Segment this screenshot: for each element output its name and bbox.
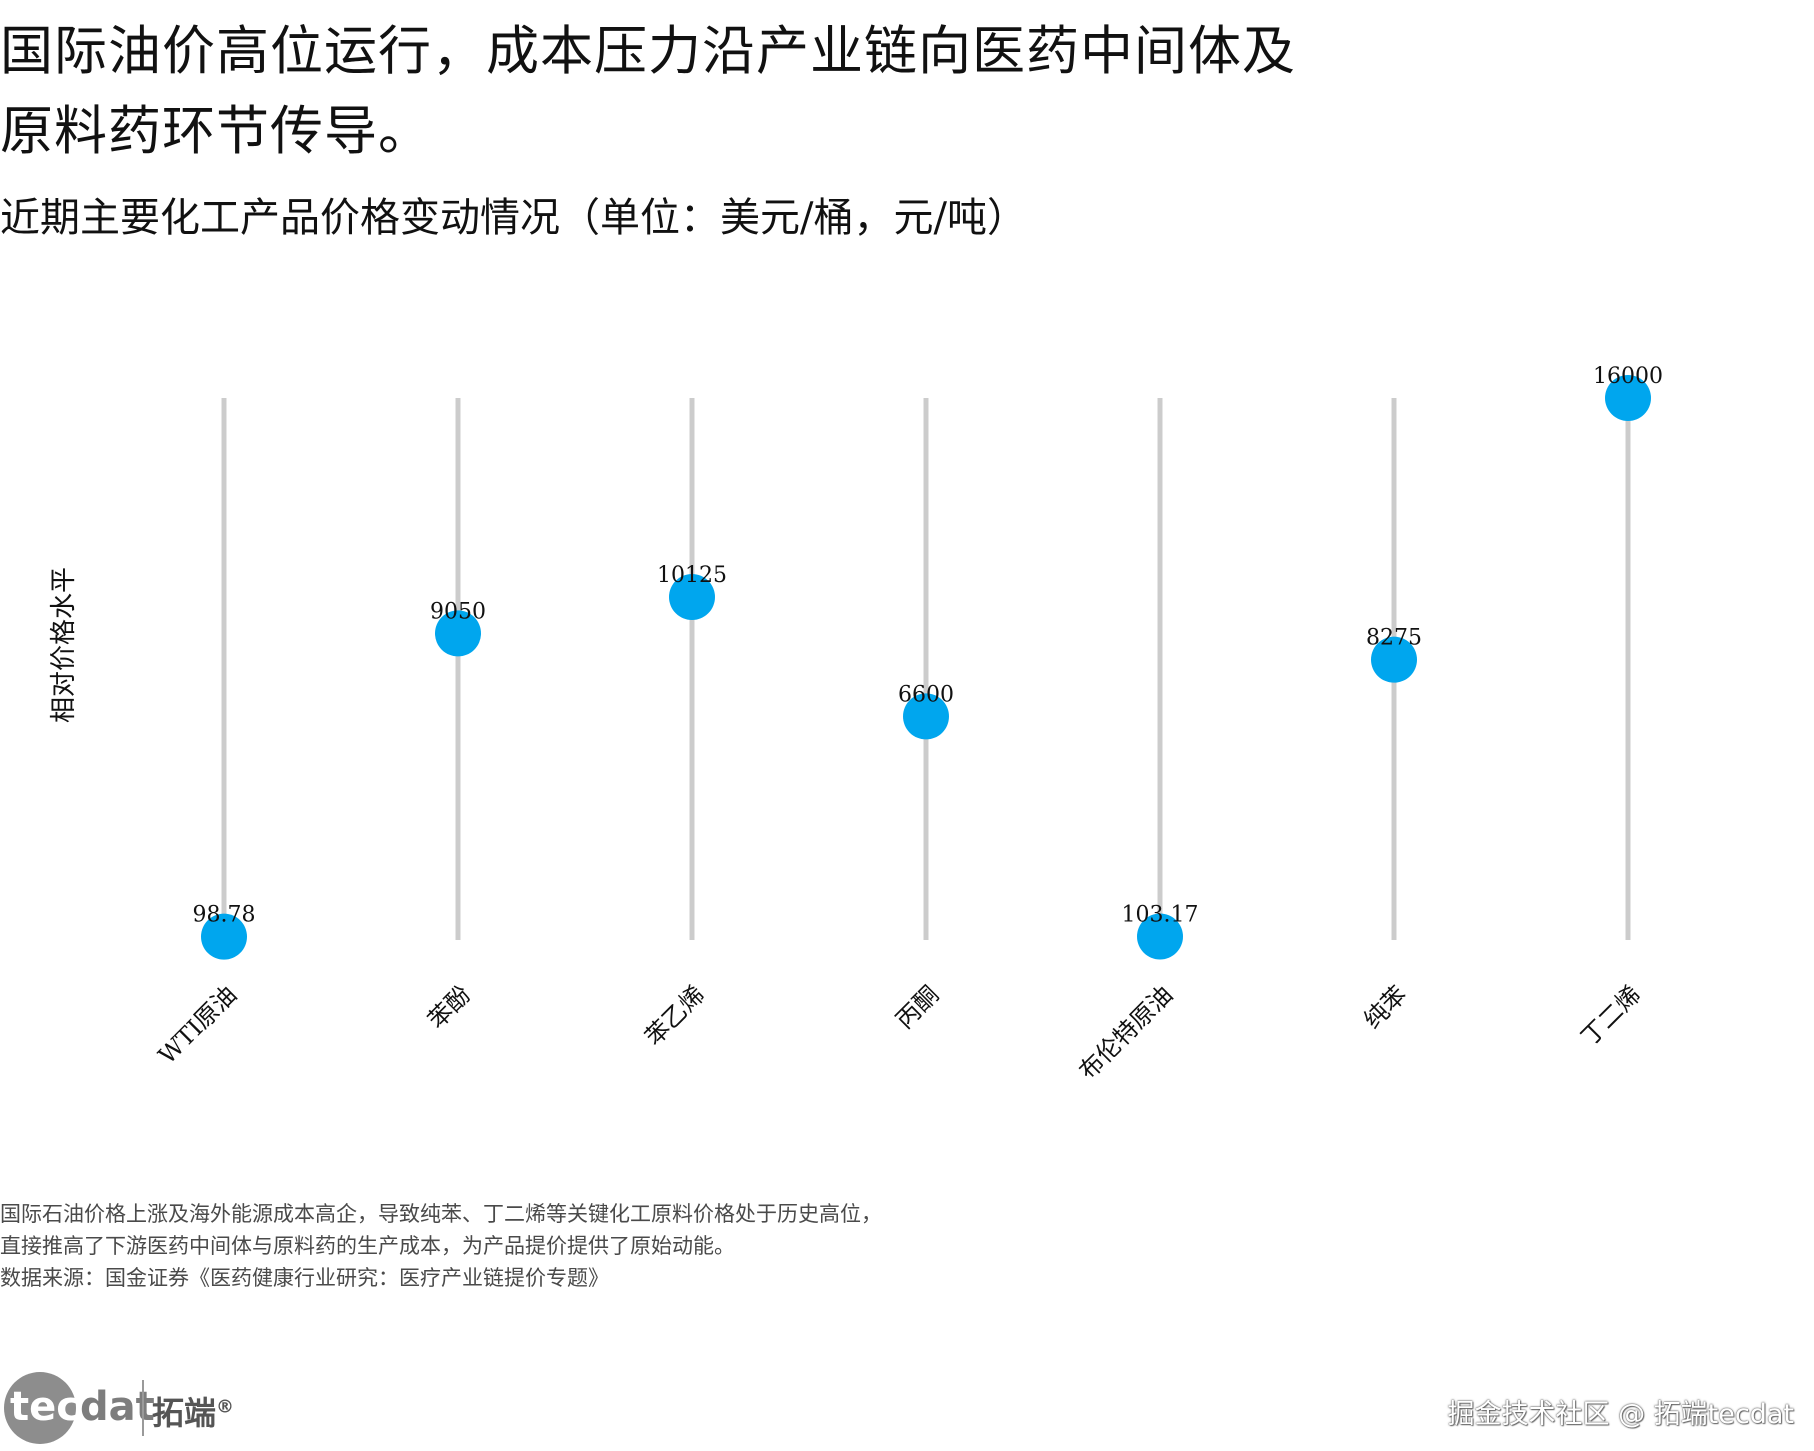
footnote-line: 国际石油价格上涨及海外能源成本高企，导致纯苯、丁二烯等关键化工原料价格处于历史高… bbox=[0, 1202, 882, 1226]
lollipop-chart: 相对价格水平 98.78 WTI原油 9050 苯酚 10125 苯乙烯 6600 丙酮 103.… bbox=[49, 364, 1663, 1085]
x-tick-label: WTI原油 bbox=[153, 980, 242, 1069]
data-point bbox=[1605, 375, 1651, 421]
data-label: 9050 bbox=[430, 599, 486, 624]
data-point bbox=[1137, 913, 1183, 960]
data-point bbox=[1371, 636, 1417, 683]
data-label: 6600 bbox=[898, 682, 954, 707]
x-tick-label: 纯苯 bbox=[1359, 980, 1413, 1034]
data-point bbox=[201, 913, 247, 960]
registered-mark: ® bbox=[216, 1396, 235, 1418]
chart-subtitle: 近期主要化工产品价格变动情况（单位：美元/桶，元/吨） bbox=[0, 195, 1027, 241]
data-point bbox=[903, 693, 949, 740]
data-point bbox=[669, 574, 715, 621]
data-label: 103.17 bbox=[1122, 903, 1199, 928]
data-point bbox=[435, 610, 481, 657]
page-title: 国际油价高位运行，成本压力沿产业链向医药中间体及原料药环节传导。 bbox=[0, 21, 1296, 162]
data-label: 98.78 bbox=[193, 903, 256, 928]
logo-word-a: tec bbox=[10, 1384, 80, 1430]
data-label: 10125 bbox=[657, 563, 727, 588]
x-tick-label: 苯乙烯 bbox=[640, 980, 711, 1051]
x-tick-label: 苯酚 bbox=[423, 980, 477, 1034]
data-label: 16000 bbox=[1593, 364, 1663, 389]
watermark: 掘金技术社区 @ 拓端tecdat bbox=[1447, 1399, 1794, 1430]
x-tick-label: 丙酮 bbox=[891, 980, 945, 1034]
x-tick-label: 丁二烯 bbox=[1576, 980, 1647, 1051]
source-note: 数据来源：国金证券《医药健康行业研究：医疗产业链提价专题》 bbox=[0, 1266, 609, 1290]
logo-divider bbox=[142, 1380, 144, 1436]
logo-wordmark: tecdat bbox=[10, 1384, 155, 1430]
footnote-line: 直接推高了下游医药中间体与原料药的生产成本，为产品提价提供了原始动能。 bbox=[0, 1234, 735, 1258]
logo-chinese: 拓端® bbox=[152, 1388, 234, 1434]
logo-circle-icon bbox=[4, 1372, 76, 1444]
footnote: 国际石油价格上涨及海外能源成本高企，导致纯苯、丁二烯等关键化工原料价格处于历史高… bbox=[0, 1198, 882, 1294]
x-tick-label: 布伦特原油 bbox=[1074, 980, 1179, 1085]
y-axis-label: 相对价格水平 bbox=[49, 567, 79, 723]
data-label: 8275 bbox=[1366, 626, 1422, 651]
brand-logo: tecdat 拓端® bbox=[4, 1372, 234, 1444]
logo-cn-text: 拓端 bbox=[152, 1394, 217, 1432]
